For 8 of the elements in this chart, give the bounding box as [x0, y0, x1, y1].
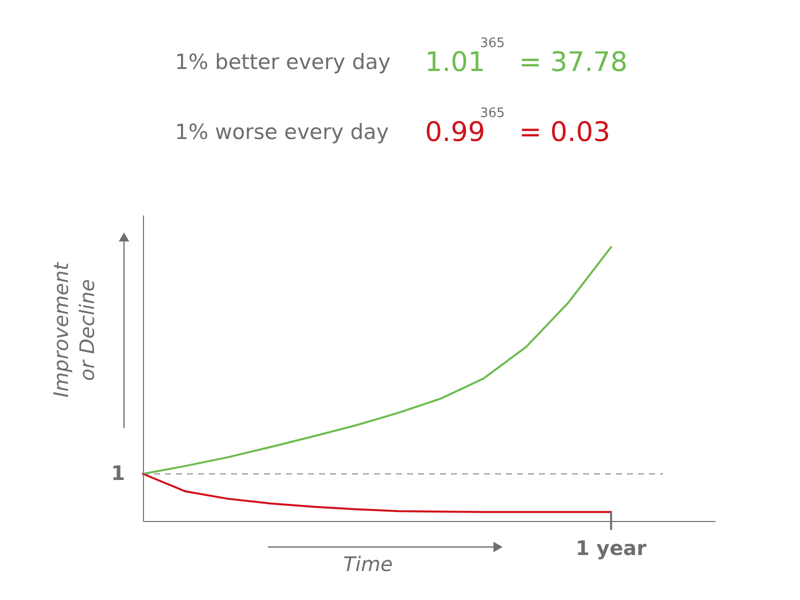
text: 1% worse every day — [175, 120, 389, 144]
text: 1% better every day — [175, 50, 391, 74]
x-axis-title: Time — [343, 552, 393, 576]
text: 1 — [111, 460, 125, 485]
text: 1.01365 = 37.78 — [425, 36, 628, 78]
text: 1 year — [576, 536, 647, 560]
y-axis-title: Improvement or Decline — [49, 261, 99, 398]
text: 0.99365 = 0.03 — [425, 106, 610, 148]
